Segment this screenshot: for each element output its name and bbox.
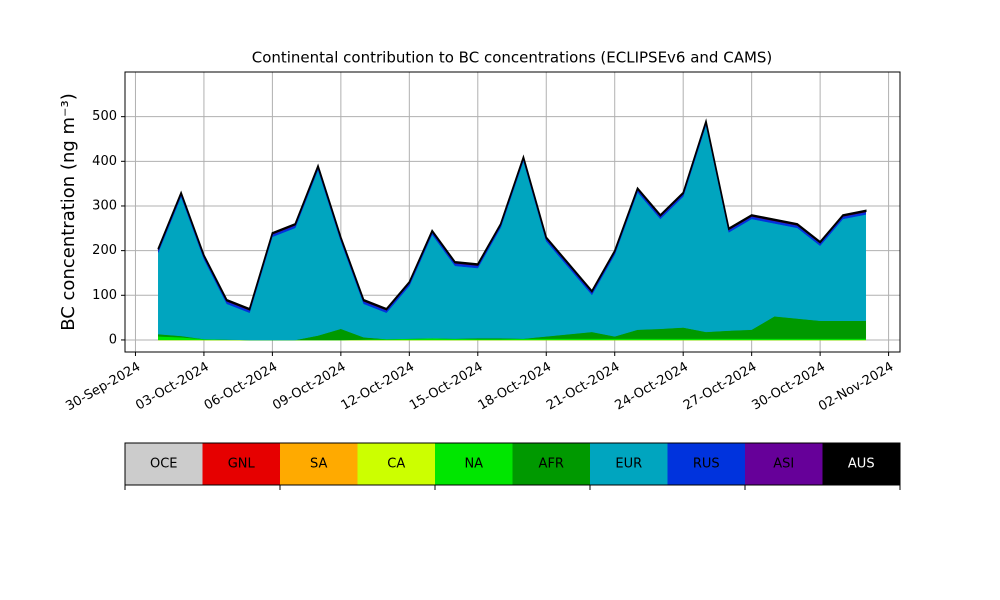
y-tick-label: 300	[92, 198, 117, 213]
legend-swatch	[667, 443, 745, 485]
x-tick-label: 06-Oct-2024	[202, 360, 280, 414]
legend-frame	[124, 442, 901, 486]
x-tick-label: 24-Oct-2024	[613, 360, 691, 414]
legend-label: GNL	[228, 457, 256, 472]
y-tick-label: 100	[92, 288, 117, 303]
x-tick-label: 30-Oct-2024	[749, 360, 827, 414]
legend-label: SA	[310, 457, 327, 472]
chart-title: Continental contribution to BC concentra…	[252, 49, 773, 67]
legend-swatch	[280, 443, 358, 485]
x-tick-label: 09-Oct-2024	[270, 360, 348, 414]
legend-swatch	[590, 443, 668, 485]
y-axis-label: BC concentration (ng m⁻³)	[58, 93, 79, 331]
x-tick-label: 15-Oct-2024	[407, 360, 485, 414]
y-tick-label: 0	[109, 332, 117, 347]
x-tick-label: 02-Nov-2024	[816, 360, 896, 415]
legend-label: RUS	[693, 457, 720, 472]
legend-label: OCE	[150, 457, 178, 472]
legend-swatch	[125, 443, 203, 485]
legend-label: AUS	[848, 457, 875, 472]
x-tick-label: 12-Oct-2024	[339, 360, 417, 414]
x-tick-label: 27-Oct-2024	[681, 360, 759, 414]
legend-swatch	[357, 443, 435, 485]
legend-swatch	[435, 443, 513, 485]
legend-swatch	[822, 443, 900, 485]
legend-label: NA	[464, 457, 483, 472]
legend-label: CA	[387, 457, 405, 472]
legend-label: ASI	[773, 457, 794, 472]
y-tick-label: 200	[92, 243, 117, 258]
x-tick-label: 18-Oct-2024	[476, 360, 554, 414]
legend-swatch	[202, 443, 280, 485]
area	[158, 124, 867, 341]
y-tick-label: 400	[92, 154, 117, 169]
legend-label: AFR	[539, 457, 564, 472]
x-tick-label: 21-Oct-2024	[544, 360, 622, 414]
x-tick-label: 03-Oct-2024	[133, 360, 211, 414]
legend-swatch	[512, 443, 590, 485]
legend-swatch	[745, 443, 823, 485]
y-tick-label: 500	[92, 109, 117, 124]
plot-frame	[124, 71, 901, 353]
x-tick-label: 30-Sep-2024	[63, 360, 143, 415]
area	[157, 118, 867, 311]
legend-label: EUR	[615, 457, 642, 472]
